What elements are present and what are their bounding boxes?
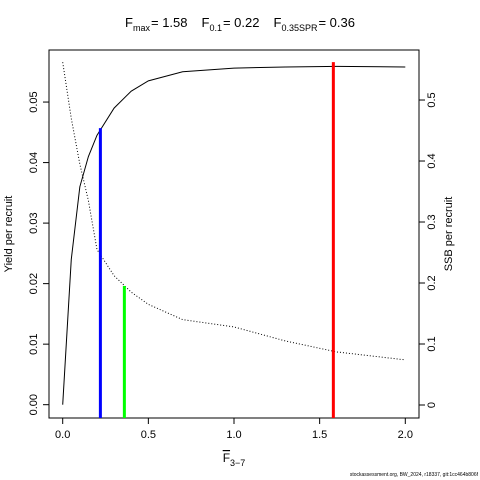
y2-tick-label: 0.4 — [426, 153, 438, 168]
y-tick-label: 0.03 — [28, 212, 40, 233]
y2-tick-label: 0 — [426, 402, 438, 408]
y-tick-label: 0.00 — [28, 394, 40, 415]
title-value: = 0.22 — [223, 15, 260, 30]
title-symbol: F — [202, 15, 210, 30]
x-tick-label: 1.0 — [226, 429, 241, 441]
title-subscript: 0.1 — [209, 23, 222, 33]
y2-tick-label: 0.3 — [426, 214, 438, 229]
y2-tick-label: 0.2 — [426, 275, 438, 290]
series-line — [62, 65, 406, 405]
title-subscript: 0.35SPR — [281, 23, 318, 33]
y-tick-label: 0.05 — [28, 91, 40, 112]
y-tick-label: 0.01 — [28, 333, 40, 354]
title-symbol: F — [125, 15, 133, 30]
title-value: = 0.36 — [318, 15, 355, 30]
x-tick-label: 1.5 — [312, 429, 327, 441]
x-tick-label: 0.0 — [55, 429, 70, 441]
y-axis-label: Yield per recruit — [3, 196, 15, 273]
y2-tick-label: 0.1 — [426, 336, 438, 351]
chart-title: Fmax= 1.58 F0.1= 0.22 F0.35SPR= 0.36 — [125, 15, 355, 33]
title-value: = 1.58 — [151, 15, 188, 30]
footer: stockassessment.org, BW_2024, r18337, gi… — [350, 472, 479, 478]
plot-frame — [48, 49, 420, 419]
x-label-subscript: 3−7 — [230, 458, 245, 468]
title-symbol: F — [273, 15, 281, 30]
y2-axis-label: SSB per recruit — [443, 197, 455, 272]
title-subscript: max — [133, 23, 151, 33]
x-tick-label: 0.5 — [141, 429, 156, 441]
y-tick-label: 0.04 — [28, 152, 40, 173]
x-axis-label: F3−7 — [223, 451, 246, 468]
x-tick-label: 2.0 — [398, 429, 413, 441]
x-label-symbol: F — [223, 451, 230, 465]
y2-tick-label: 0.5 — [426, 92, 438, 107]
series-line — [62, 62, 406, 361]
y-tick-label: 0.02 — [28, 273, 40, 294]
